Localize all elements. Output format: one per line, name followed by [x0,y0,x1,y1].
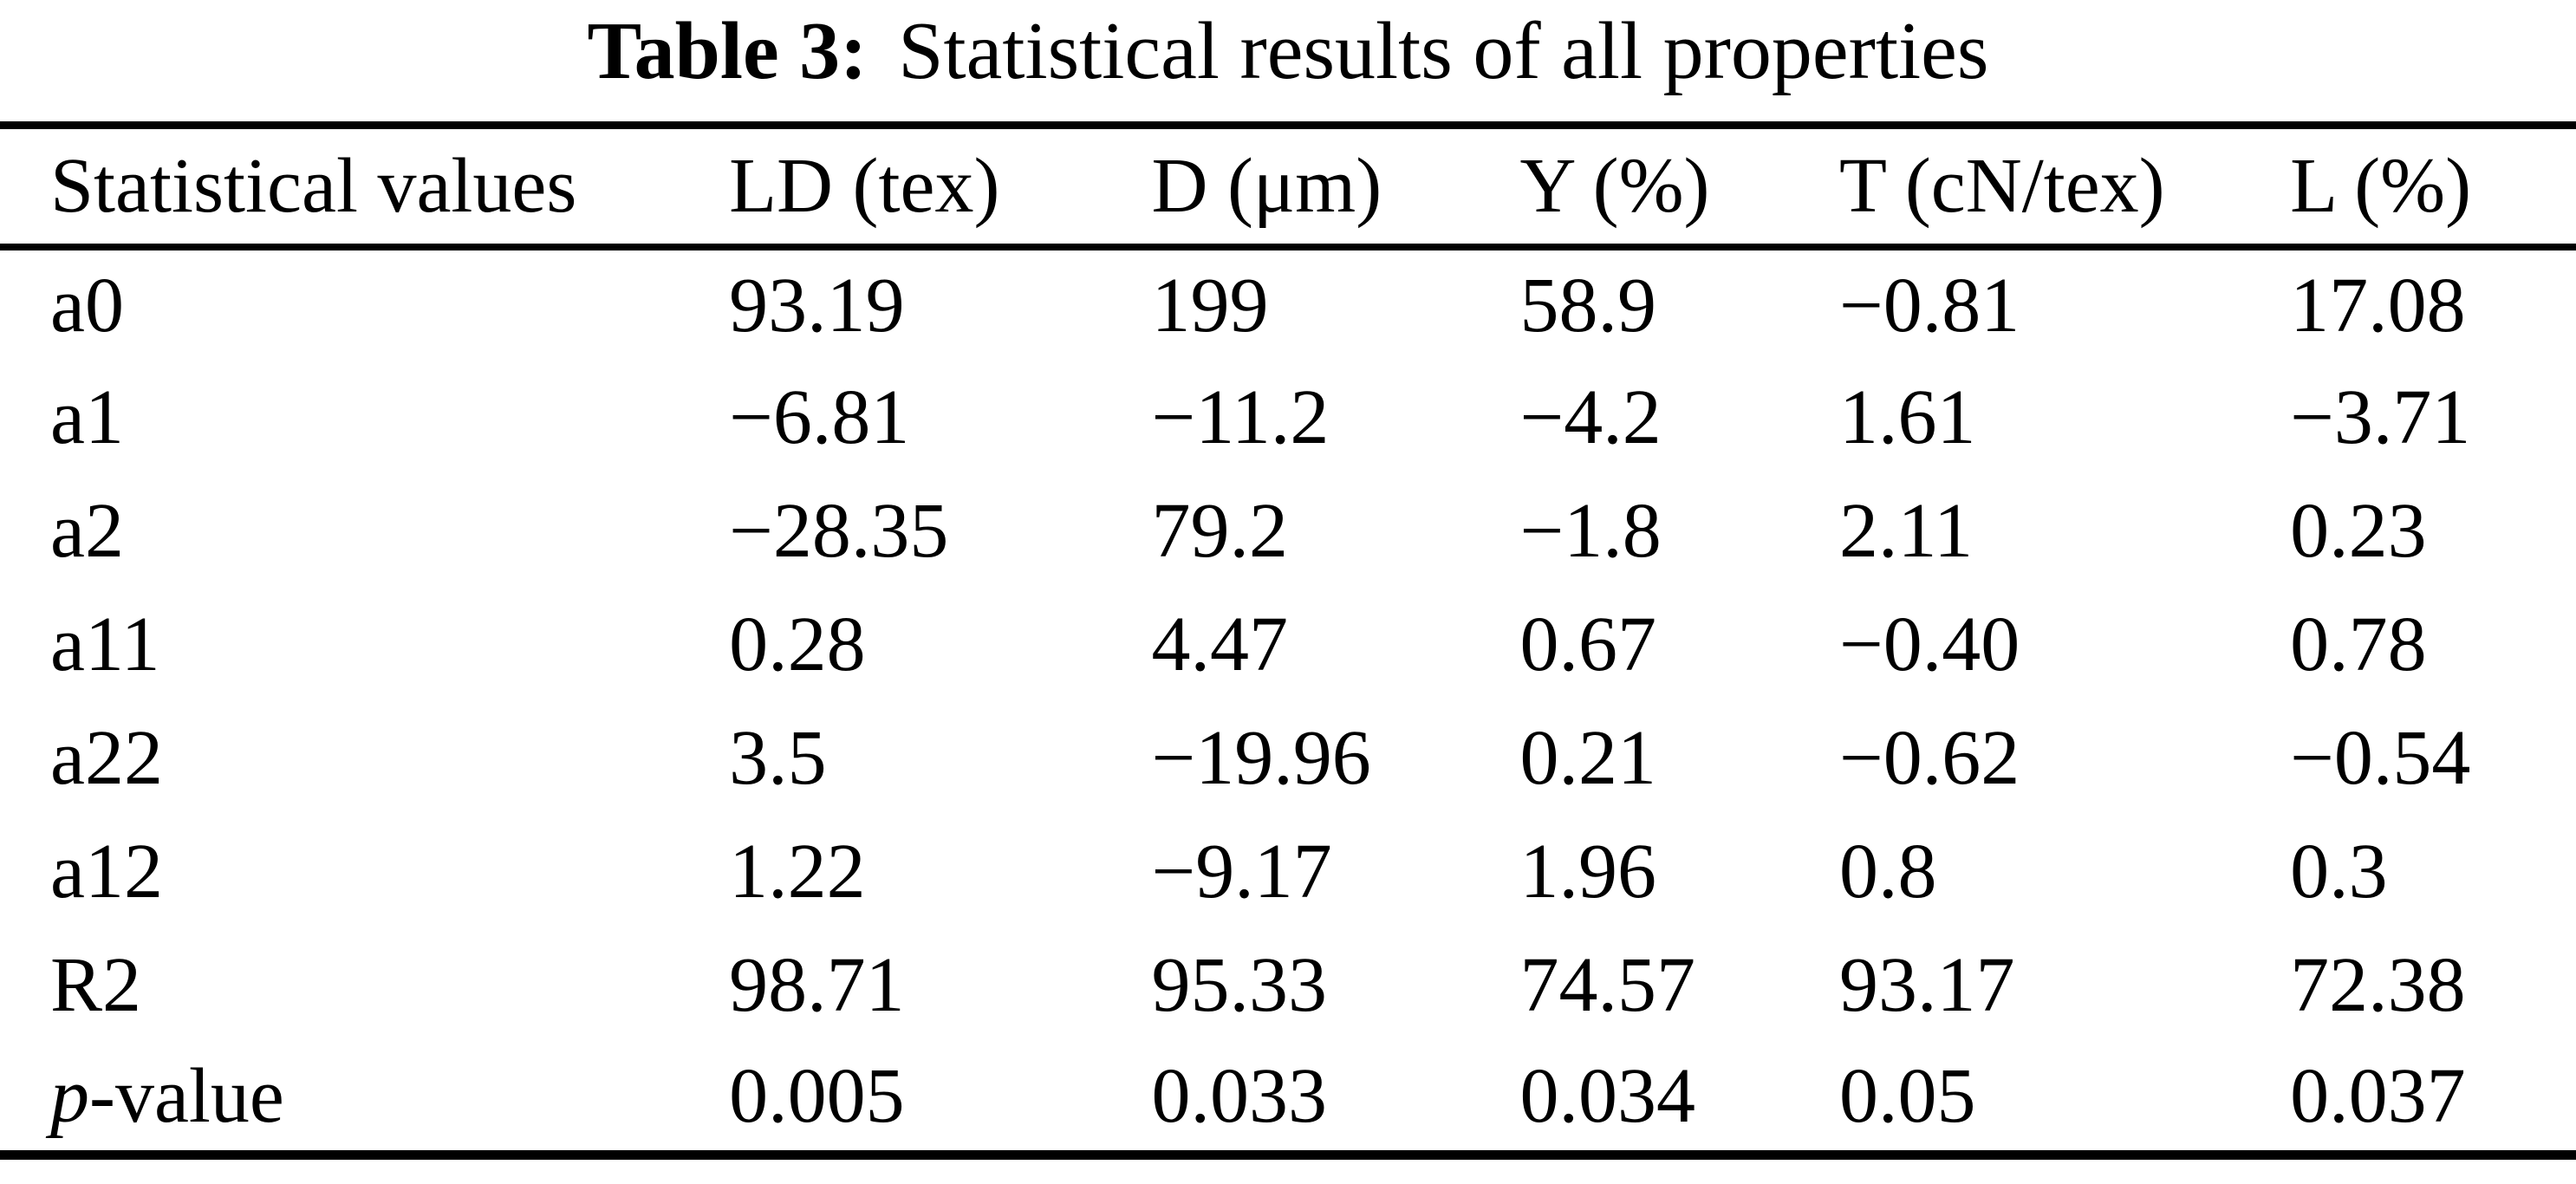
table-cell: −11.2 [1151,374,1330,460]
table-cell: 4.47 [1151,601,1288,687]
table-cell: −9.17 [1151,828,1332,914]
table-cell: 1.96 [1519,828,1656,914]
column-header: D (μm) [1151,143,1382,230]
table-cell: 0.034 [1519,1052,1695,1139]
table-row: a12 1.22 −9.17 1.96 0.8 0.3 [0,815,2576,928]
table-cell: −19.96 [1151,714,1371,801]
table-cell: 98.71 [729,941,905,1028]
table-cell: −0.40 [1838,601,2020,687]
column-header: L (%) [2290,143,2472,230]
table-cell: −28.35 [729,487,949,574]
table-cell: 1.22 [729,828,866,914]
table-cell: 0.78 [2290,601,2427,687]
row-label: a0 [50,262,124,348]
table-row: a1 −6.81 −11.2 −4.2 1.61 −3.71 [0,361,2576,474]
table-title-text: Statistical results of all properties [898,6,1989,96]
table-cell: 2.11 [1838,487,1974,574]
table-cell: 0.037 [2290,1052,2466,1139]
table-cell: 93.19 [729,262,905,348]
table-cell: 0.033 [1151,1052,1327,1139]
table-cell: 95.33 [1151,941,1327,1028]
column-header: LD (tex) [729,143,1000,230]
table-cell: 0.005 [729,1052,905,1139]
row-label: a1 [50,374,124,460]
table-cell: 72.38 [2290,941,2466,1028]
table-cell: 0.8 [1838,828,1937,914]
table-cell: 58.9 [1519,262,1656,348]
table-cell: 0.21 [1519,714,1656,801]
statistics-table: Statistical values LD (tex) D (μm) Y (%) T (… [0,121,2576,1160]
table-cell: 0.23 [2290,487,2427,574]
table-cell: 199 [1151,262,1269,348]
row-label: a12 [50,828,163,914]
row-label: a11 [50,601,160,687]
table-cell: 0.3 [2290,828,2388,914]
column-header: Y (%) [1519,143,1710,230]
table-cell: −0.62 [1838,714,2020,801]
table-cell: 17.08 [2290,262,2466,348]
table-cell: 79.2 [1151,487,1288,574]
table-row: a22 3.5 −19.96 0.21 −0.62 −0.54 [0,701,2576,815]
table-body: a0 93.19 199 58.9 −0.81 17.08 a1 −6.81 −11.2 −4.2… [0,247,2576,1155]
table-cell: 93.17 [1838,941,2015,1028]
table-cell: −1.8 [1519,487,1662,574]
table-row: a11 0.28 4.47 0.67 −0.40 0.78 [0,588,2576,701]
table-cell: −4.2 [1519,374,1662,460]
table-cell: 74.57 [1519,941,1695,1028]
table-row: a0 93.19 199 58.9 −0.81 17.08 [0,247,2576,361]
column-header: Statistical values [50,143,577,230]
table-cell: 0.05 [1838,1052,1976,1139]
table-cell: 3.5 [729,714,827,801]
column-header: T (cN/tex) [1838,143,2165,230]
table-title-label: Table 3: [587,6,868,96]
row-label: a2 [50,487,124,574]
table-cell: 0.28 [729,601,866,687]
table-cell: 0.67 [1519,601,1656,687]
header-row: Statistical values LD (tex) D (μm) Y (%) T (… [0,126,2576,247]
table-cell: 1.61 [1838,374,1976,460]
table-cell: −3.71 [2290,374,2471,460]
row-label: p-value [50,1052,284,1139]
table-row: a2 −28.35 79.2 −1.8 2.11 0.23 [0,474,2576,588]
table-title: Table 3: Statistical results of all prope… [0,0,2576,121]
table-cell: −0.81 [1838,262,2020,348]
table-cell: −0.54 [2290,714,2471,801]
table-row: p-value 0.005 0.033 0.034 0.05 0.037 [0,1042,2576,1155]
row-label: a22 [50,714,163,801]
table-row: R2 98.71 95.33 74.57 93.17 72.38 [0,928,2576,1042]
row-label: R2 [50,941,142,1028]
table-cell: −6.81 [729,374,910,460]
